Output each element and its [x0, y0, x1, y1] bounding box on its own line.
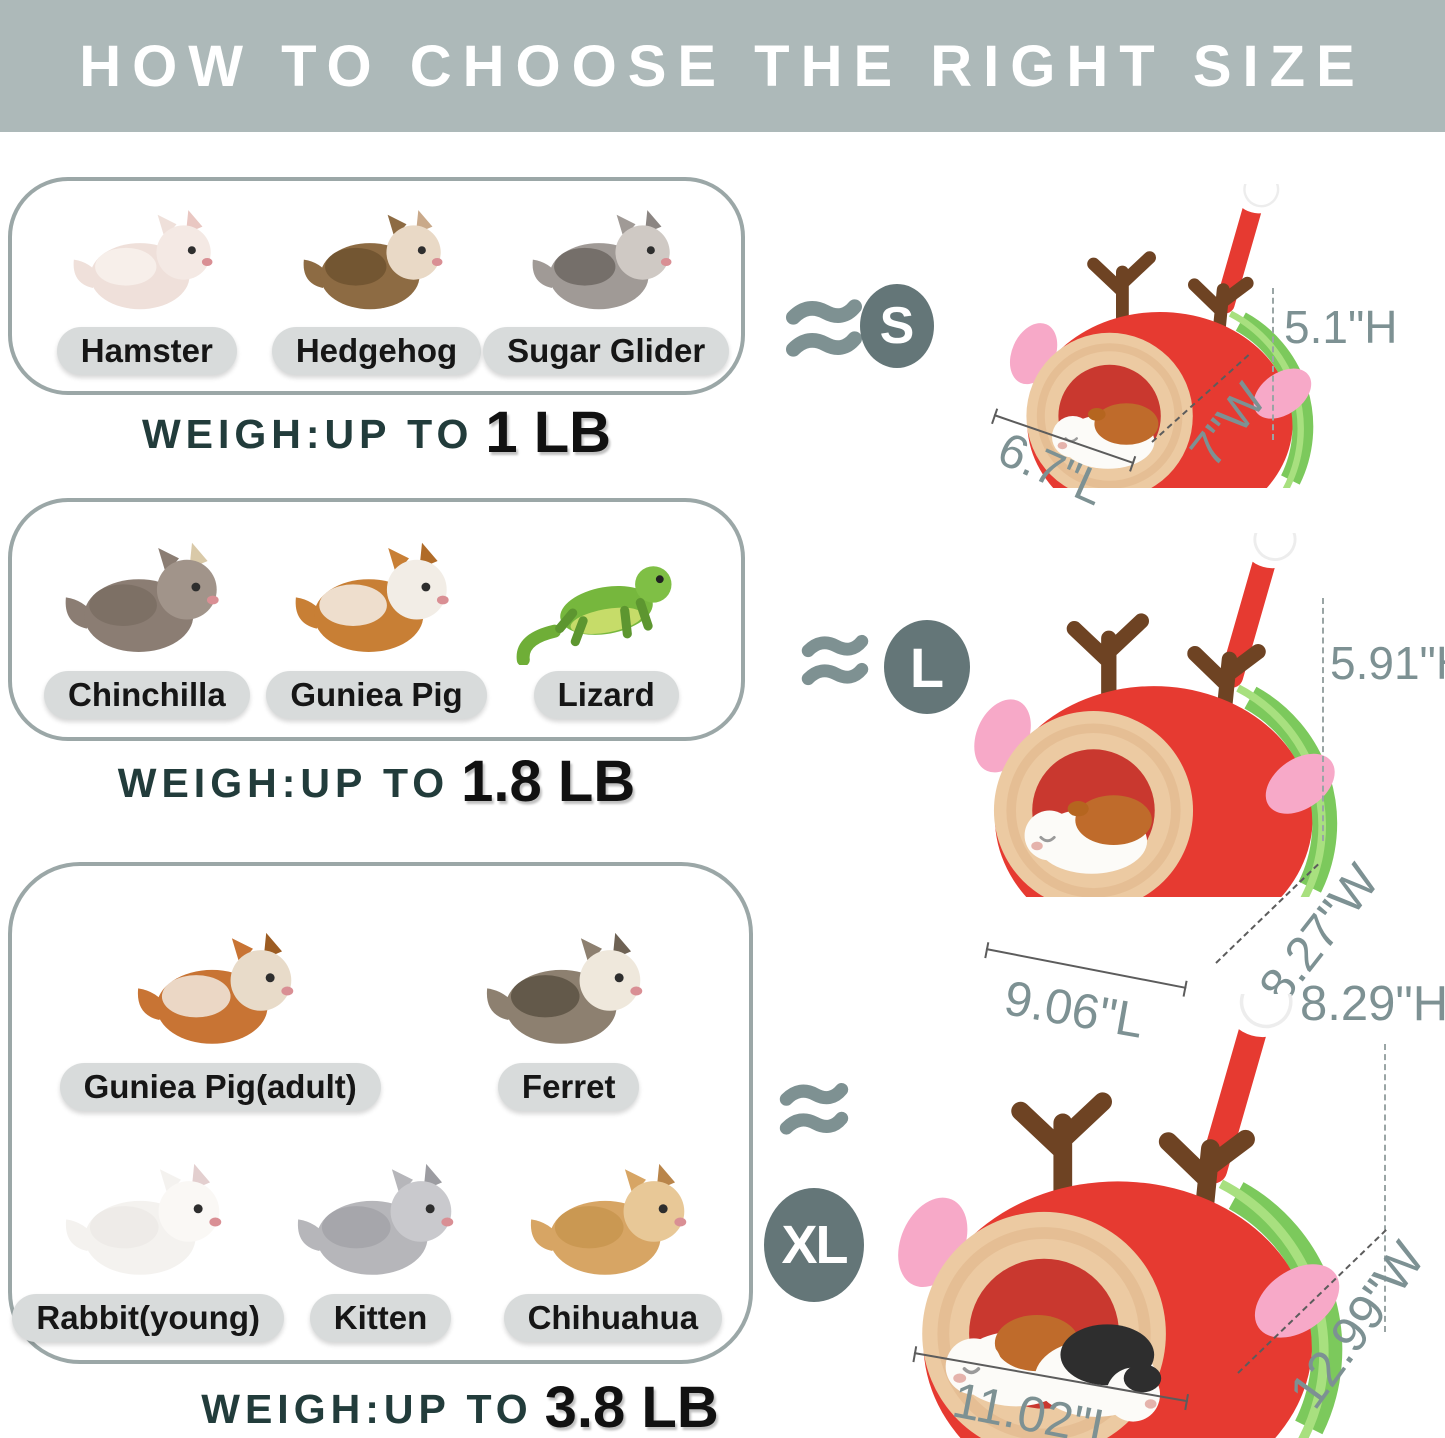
weight-caption-large: WEIGH:UP TO 1.8 LB — [8, 748, 745, 815]
animal-row: Chinchilla Guniea Pig Lizard — [32, 510, 721, 719]
chinchilla-icon — [54, 535, 239, 665]
weight-caption-xlarge: WEIGH:UP TO 3.8 LB — [60, 1374, 860, 1438]
reindeer-plush-bed-icon — [948, 466, 1350, 897]
page-title: HOW TO CHOOSE THE RIGHT SIZE — [79, 33, 1366, 99]
animal-guinea-pig-adult: Guniea Pig(adult) — [59, 880, 381, 1111]
height-measure-line — [1384, 1044, 1386, 1332]
animal-ferret: Ferret — [436, 880, 701, 1111]
lizard-icon — [514, 535, 699, 665]
weight-value: 3.8 LB — [544, 1375, 719, 1438]
animal-label: Chinchilla — [43, 671, 250, 719]
animal-row: Rabbit(young) Kitten Chihuahua — [12, 1111, 729, 1342]
animal-row: Hamster Hedgehog Sugar Glider — [32, 189, 730, 375]
sugar-glider-icon — [520, 203, 692, 321]
animal-label: Guniea Pig — [266, 671, 487, 719]
animal-label: Rabbit(young) — [12, 1294, 284, 1342]
animal-rabbit: Rabbit(young) — [12, 1111, 284, 1342]
animal-label: Hamster — [56, 327, 237, 375]
animal-label: Guniea Pig(adult) — [59, 1063, 381, 1111]
reindeer-plush-bed-icon — [866, 912, 1358, 1438]
header-banner: HOW TO CHOOSE THE RIGHT SIZE — [0, 0, 1445, 132]
approx-icon — [778, 1080, 850, 1142]
animal-card-small: Hamster Hedgehog Sugar Glider — [8, 177, 745, 395]
animal-chinchilla: Chinchilla — [32, 510, 262, 719]
size-badge-s: S — [860, 284, 934, 368]
hamster-icon — [61, 203, 233, 321]
size-badge-l: L — [884, 620, 970, 714]
approx-icon — [784, 296, 864, 365]
animal-label: Kitten — [309, 1294, 452, 1342]
animal-label: Sugar Glider — [483, 327, 730, 375]
weight-value: 1 LB — [485, 400, 612, 465]
height-measure-line — [1272, 288, 1274, 440]
animal-guinea-pig: Guniea Pig — [262, 510, 492, 719]
reindeer-plush-bed-xlarge — [866, 912, 1358, 1438]
approx-icon — [800, 632, 870, 693]
animal-hamster: Hamster — [32, 189, 262, 375]
animal-label: Lizard — [533, 671, 679, 719]
animal-chihuahua: Chihuahua — [497, 1111, 729, 1342]
animal-card-xlarge: Guniea Pig(adult) Ferret Rabbit(young) K… — [8, 862, 753, 1364]
animal-label: Chihuahua — [503, 1294, 723, 1342]
weight-prefix: WEIGH:UP TO — [117, 760, 450, 806]
animal-hedgehog: Hedgehog — [262, 189, 492, 375]
dimension-height: 8.29"H — [1300, 977, 1445, 1031]
weight-caption-small: WEIGH:UP TO 1 LB — [8, 399, 745, 466]
rabbit-icon — [53, 1156, 243, 1288]
ferret-icon — [474, 925, 664, 1057]
animal-kitten: Kitten — [264, 1111, 496, 1342]
weight-prefix: WEIGH:UP TO — [201, 1386, 533, 1432]
dimension-height: 5.91"H — [1330, 637, 1445, 689]
guinea-pig-adult-icon — [125, 925, 315, 1057]
animal-card-large: Chinchilla Guniea Pig Lizard — [8, 498, 745, 741]
animal-label: Hedgehog — [271, 327, 482, 375]
dimension-height: 5.1"H — [1284, 301, 1398, 353]
animal-row: Guniea Pig(adult) Ferret — [32, 880, 729, 1111]
size-badge-xl: XL — [764, 1188, 864, 1302]
animal-lizard: Lizard — [491, 510, 721, 719]
reindeer-plush-bed-large — [948, 466, 1350, 897]
guinea-pig-icon — [284, 535, 469, 665]
weight-value: 1.8 LB — [461, 749, 636, 814]
animal-sugar-glider: Sugar Glider — [483, 189, 730, 375]
weight-prefix: WEIGH:UP TO — [141, 411, 474, 457]
hedgehog-icon — [291, 203, 463, 321]
height-measure-line — [1322, 598, 1324, 841]
animal-label: Ferret — [497, 1063, 640, 1111]
chihuahua-icon — [518, 1156, 708, 1288]
kitten-icon — [285, 1156, 475, 1288]
